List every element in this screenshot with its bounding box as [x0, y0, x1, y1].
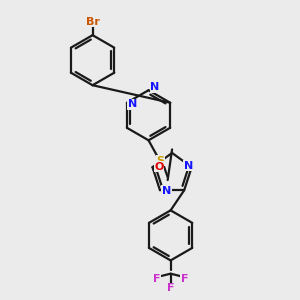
Text: N: N [162, 186, 171, 196]
Text: F: F [153, 274, 160, 284]
Text: N: N [184, 161, 193, 171]
Text: O: O [154, 162, 164, 172]
Text: F: F [167, 284, 174, 293]
Text: S: S [156, 156, 164, 166]
Text: N: N [128, 99, 137, 109]
Text: F: F [181, 274, 188, 284]
Text: Br: Br [85, 17, 100, 27]
Text: N: N [150, 82, 160, 92]
